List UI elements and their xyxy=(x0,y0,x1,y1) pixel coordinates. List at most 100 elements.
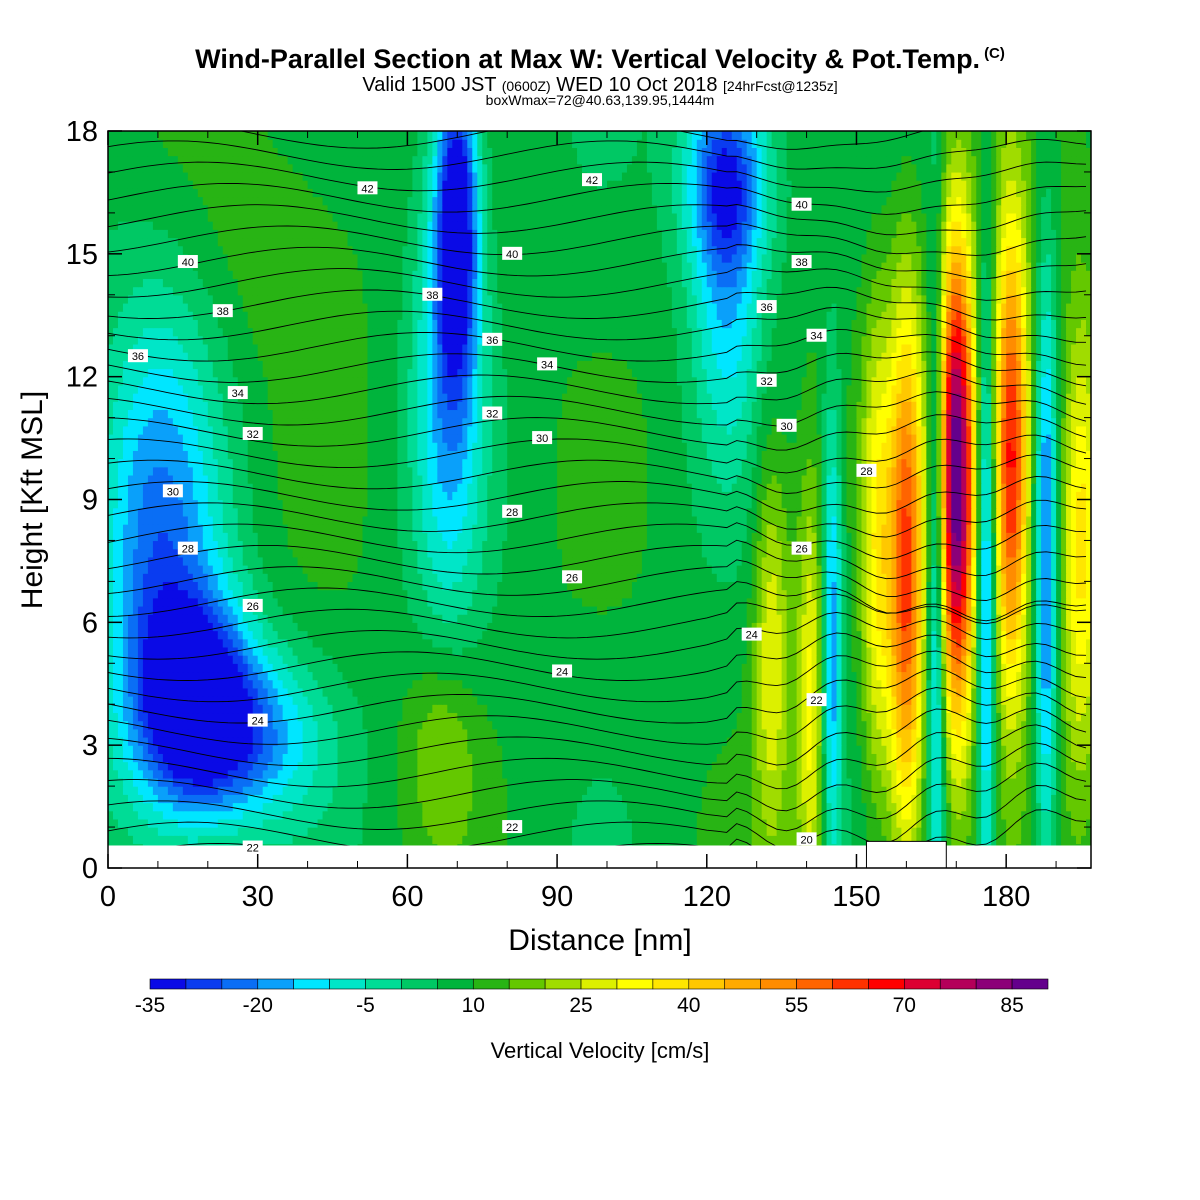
velocity-cell xyxy=(651,810,658,820)
velocity-cell xyxy=(337,827,344,836)
velocity-cell xyxy=(1006,671,1012,681)
velocity-cell xyxy=(641,671,648,681)
velocity-cell xyxy=(841,802,848,812)
velocity-cell xyxy=(636,720,643,730)
velocity-cell xyxy=(197,720,204,730)
velocity-cell xyxy=(951,679,957,689)
velocity-cell xyxy=(776,761,783,771)
velocity-cell xyxy=(651,761,658,771)
velocity-cell xyxy=(217,761,224,771)
velocity-cell xyxy=(482,769,488,779)
velocity-cell xyxy=(232,663,239,673)
velocity-cell xyxy=(202,720,209,730)
velocity-cell xyxy=(796,769,803,779)
velocity-cell xyxy=(1086,687,1091,697)
velocity-cell xyxy=(587,827,593,836)
velocity-cell xyxy=(646,777,653,787)
velocity-cell xyxy=(656,728,663,738)
velocity-cell xyxy=(377,720,384,730)
velocity-cell xyxy=(646,687,653,697)
velocity-cell xyxy=(437,786,443,795)
velocity-cell xyxy=(986,728,992,738)
velocity-cell xyxy=(552,802,558,812)
velocity-cell xyxy=(926,835,932,845)
velocity-cell xyxy=(951,728,957,738)
velocity-cell xyxy=(921,827,927,836)
velocity-cell xyxy=(1051,663,1057,673)
velocity-cell xyxy=(906,696,912,705)
velocity-cell xyxy=(831,810,838,820)
velocity-cell xyxy=(646,663,653,673)
velocity-cell xyxy=(387,769,394,779)
velocity-cell xyxy=(726,720,733,730)
velocity-cell xyxy=(851,687,858,697)
velocity-cell xyxy=(806,728,813,738)
velocity-cell xyxy=(671,818,678,828)
velocity-cell xyxy=(457,720,463,730)
velocity-cell xyxy=(736,810,743,820)
velocity-cell xyxy=(956,663,962,673)
velocity-cell xyxy=(217,777,224,787)
velocity-cell xyxy=(776,818,783,828)
velocity-cell xyxy=(1021,761,1027,771)
velocity-cell xyxy=(1006,728,1012,738)
velocity-cell xyxy=(297,818,304,828)
velocity-cell xyxy=(547,794,553,804)
velocity-cell xyxy=(641,720,648,730)
velocity-cell xyxy=(502,769,508,779)
velocity-cell xyxy=(112,720,119,730)
velocity-cell xyxy=(716,835,723,845)
velocity-cell xyxy=(592,769,598,779)
velocity-cell xyxy=(1021,753,1027,763)
velocity-cell xyxy=(577,736,583,746)
velocity-cell xyxy=(786,704,793,714)
velocity-cell xyxy=(282,835,289,845)
velocity-cell xyxy=(806,663,813,673)
velocity-cell xyxy=(1006,818,1012,828)
velocity-cell xyxy=(522,794,528,804)
velocity-cell xyxy=(791,679,798,689)
velocity-cell xyxy=(621,679,628,689)
velocity-cell xyxy=(252,679,259,689)
velocity-cell xyxy=(766,745,773,754)
velocity-cell xyxy=(407,736,413,746)
velocity-cell xyxy=(1011,777,1017,787)
velocity-cell xyxy=(387,655,394,664)
velocity-cell xyxy=(352,704,359,714)
velocity-cell xyxy=(532,687,538,697)
velocity-cell xyxy=(941,761,947,771)
velocity-cell xyxy=(1011,663,1017,673)
velocity-cell xyxy=(387,720,394,730)
velocity-cell xyxy=(876,753,883,763)
velocity-cell xyxy=(811,827,818,836)
velocity-cell xyxy=(577,687,583,697)
velocity-cell xyxy=(841,720,848,730)
velocity-cell xyxy=(582,835,588,845)
velocity-cell xyxy=(217,663,224,673)
velocity-cell xyxy=(417,827,423,836)
velocity-cell xyxy=(1041,786,1047,795)
velocity-cell xyxy=(796,794,803,804)
velocity-cell xyxy=(277,777,284,787)
velocity-cell xyxy=(177,655,184,664)
velocity-cell xyxy=(651,753,658,763)
velocity-cell xyxy=(926,794,932,804)
velocity-cell xyxy=(252,687,259,697)
velocity-cell xyxy=(946,802,952,812)
velocity-cell xyxy=(751,687,758,697)
velocity-cell xyxy=(277,655,284,664)
velocity-cell xyxy=(836,720,843,730)
velocity-cell xyxy=(187,663,194,673)
velocity-cell xyxy=(122,761,129,771)
velocity-cell xyxy=(741,745,748,754)
velocity-cell xyxy=(791,687,798,697)
velocity-cell xyxy=(502,794,508,804)
velocity-cell xyxy=(696,687,703,697)
velocity-cell xyxy=(467,679,473,689)
velocity-cell xyxy=(856,827,863,836)
velocity-cell xyxy=(212,696,219,705)
velocity-cell xyxy=(701,827,708,836)
velocity-cell xyxy=(477,827,483,836)
velocity-cell xyxy=(247,679,254,689)
velocity-cell xyxy=(841,728,848,738)
